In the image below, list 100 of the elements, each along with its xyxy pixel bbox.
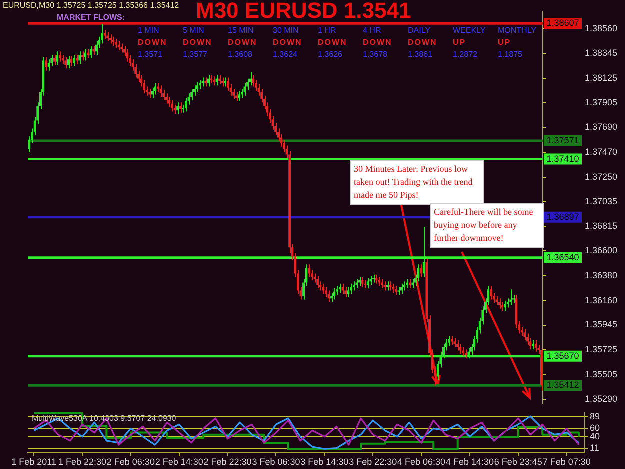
candlestick (386, 281, 389, 292)
x-tick-label: 6 Feb 23:45 (494, 457, 542, 468)
annotation: MONTHLY (498, 26, 537, 36)
candlestick (193, 85, 196, 96)
candlestick (252, 74, 254, 88)
candlestick (336, 286, 338, 296)
chart-title: M30 EURUSD 1.3541 (196, 0, 412, 24)
annotation: 15 MIN (228, 26, 254, 36)
candlestick (81, 51, 84, 62)
candlestick (190, 88, 193, 101)
annotation: 1.3861 (408, 50, 432, 60)
y-tick-label: 1.38560 (585, 23, 618, 34)
candlestick (196, 82, 198, 93)
annotation: 1 HR (318, 26, 336, 36)
candlestick (199, 79, 202, 90)
candlestick (468, 348, 470, 360)
annotation: DOWN (363, 38, 392, 48)
candlestick (134, 64, 137, 78)
candlestick (87, 48, 90, 59)
ref-line-label: 1.36540 (546, 252, 580, 262)
candlestick (185, 98, 188, 112)
candlestick (73, 54, 76, 67)
candlestick (78, 51, 81, 65)
candlestick (92, 45, 95, 56)
candlestick (53, 54, 56, 66)
candlestick (504, 300, 506, 312)
y-tick-label: 1.36160 (585, 295, 618, 306)
ref-line-label: 1.38607 (546, 18, 580, 28)
text: EURUSD,M30 1.35725 1.35725 1.35366 1.35412 (3, 1, 180, 11)
x-tick-label: 4 Feb 06:30 (398, 457, 446, 468)
y-tick-label: 1.36380 (585, 270, 618, 280)
candlestick (314, 273, 316, 284)
annotation: DOWN (318, 38, 348, 48)
x-tick-label: 2 Feb 22:30 (204, 457, 252, 468)
candlestick (59, 51, 62, 62)
y-tick-label: 1.35290 (585, 394, 618, 404)
candlestick (347, 286, 350, 298)
annotation: DOWN (138, 38, 168, 48)
candlestick (221, 77, 224, 88)
y-tick-label: 89 (590, 411, 600, 422)
candlestick (464, 349, 468, 360)
y-tick-label: 40 (590, 431, 600, 442)
annotation: 1.3571 (138, 50, 162, 60)
candlestick (498, 298, 501, 310)
candlestick (420, 264, 422, 278)
y-tick-label: 1.36600 (585, 246, 618, 256)
annotation: WEEKLY (453, 26, 486, 36)
x-tick-label: 3 Feb 22:30 (349, 457, 398, 468)
candlestick (403, 281, 406, 292)
candlestick (104, 30, 106, 40)
candlestick (227, 77, 230, 92)
y-tick-label: 1.35945 (585, 320, 618, 330)
candlestick (218, 74, 221, 86)
candlestick (120, 43, 123, 54)
annotation: 1 MIN (138, 26, 160, 36)
y-tick-label: 1.37470 (585, 146, 618, 157)
annotation: Careful-There will be some buying now before any further downmove! (430, 203, 544, 248)
annotation: 1.3678 (363, 50, 388, 60)
ref-line-label: 1.37410 (546, 154, 580, 164)
y-tick-label: 1.37905 (585, 98, 618, 108)
candlestick (260, 88, 263, 104)
candlestick (148, 88, 151, 99)
candlestick (322, 283, 324, 295)
candlestick (462, 346, 464, 357)
candlestick (316, 275, 319, 289)
annotation: DOWN (183, 38, 212, 48)
ref-line-label: 1.35412 (546, 380, 580, 390)
annotation: DAILY (408, 26, 431, 36)
candlestick (392, 283, 394, 294)
annotation: 30 Minutes Later: Previous low taken out! Trading with the trend made me 50 Pips! (350, 160, 484, 205)
y-tick-label: 1.35725 (585, 344, 618, 355)
candlestick (171, 100, 174, 112)
candlestick (454, 338, 456, 348)
candlestick (389, 281, 392, 292)
candlestick (352, 281, 356, 292)
y-tick-label: 1.35505 (585, 370, 618, 380)
candlestick (204, 77, 207, 88)
candlestick (448, 336, 450, 347)
annotation: 5 MIN (183, 26, 204, 36)
candlestick (162, 90, 165, 101)
x-tick-label: 4 Feb 14:30 (446, 457, 494, 468)
candlestick (238, 90, 240, 102)
annotation: MARKET FLOWS: (57, 13, 125, 23)
candlestick (224, 77, 226, 88)
candlestick (524, 328, 526, 342)
annotation: DOWN (228, 38, 258, 48)
annotation: 4 HR (363, 26, 382, 36)
candlestick (406, 278, 408, 289)
y-tick-label: 60 (590, 423, 600, 434)
y-tick-label: 1.36815 (585, 221, 618, 232)
candlestick (366, 278, 370, 289)
annotation: 30 MIN (273, 26, 299, 36)
candlestick (506, 298, 510, 308)
candlestick (400, 283, 403, 295)
y-tick-label: 1.37250 (585, 172, 618, 182)
candlestick (154, 82, 156, 96)
x-tick-label: 3 Feb 14:30 (300, 457, 349, 468)
annotation: DOWN (273, 38, 302, 48)
candlestick (126, 48, 128, 62)
x-tick-label: 2 Feb 06:30 (106, 457, 155, 468)
